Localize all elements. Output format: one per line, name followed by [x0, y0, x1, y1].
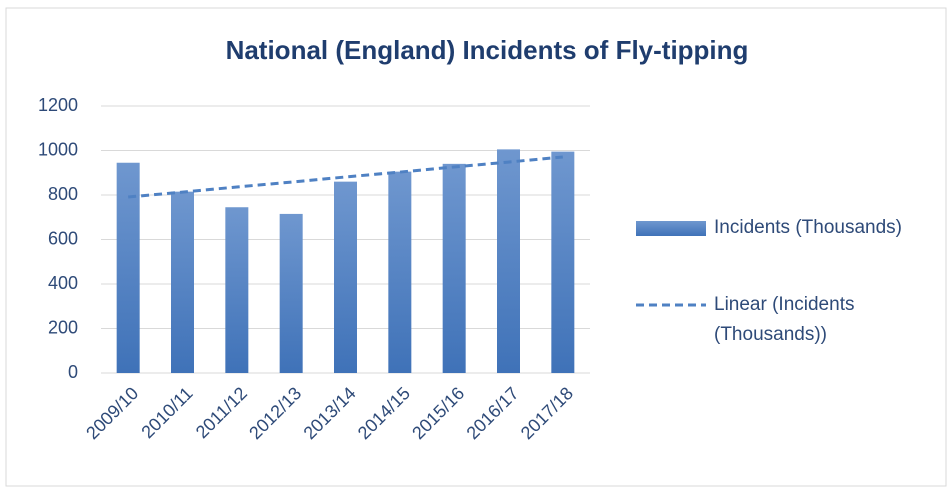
- bar: [497, 149, 520, 373]
- trend-line: [128, 155, 563, 199]
- bar: [279, 213, 303, 373]
- bar: [442, 163, 466, 373]
- y-tick-label: 1000: [38, 139, 78, 159]
- y-tick-label: 400: [48, 273, 78, 293]
- bar: [334, 181, 357, 373]
- y-tick-label: 0: [68, 362, 78, 382]
- bar: [171, 191, 194, 373]
- y-tick-label: 600: [48, 228, 78, 248]
- bar: [388, 171, 412, 373]
- legend-label: Incidents (Thousands): [714, 217, 902, 238]
- y-tick-label: 800: [48, 184, 78, 204]
- legend-swatch: [636, 221, 706, 236]
- chart-title: National (England) Incidents of Fly-tipp…: [226, 35, 749, 65]
- chart-border: [5, 7, 947, 487]
- y-tick-label: 200: [48, 317, 78, 337]
- bar: [225, 207, 249, 373]
- bar: [116, 162, 140, 373]
- y-tick-label: 1200: [38, 95, 78, 115]
- legend-label: Linear (Incidents (Thousands)): [714, 294, 855, 345]
- bar: [551, 151, 575, 373]
